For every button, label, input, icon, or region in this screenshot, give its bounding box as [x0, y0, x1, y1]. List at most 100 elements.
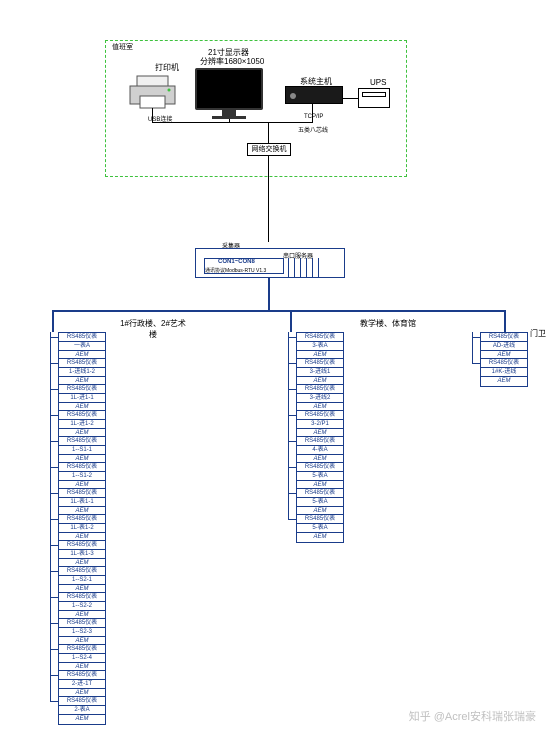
device-box: RS485仪表3-表AAEM	[296, 332, 344, 361]
device-label: 5-表A	[297, 472, 343, 481]
device-header: RS485仪表	[297, 333, 343, 342]
monitor-icon	[195, 68, 263, 110]
wire-h1	[152, 122, 312, 123]
device-connector	[50, 441, 58, 442]
device-header: RS485仪表	[59, 593, 105, 602]
device-header: RS485仪表	[59, 671, 105, 680]
bus-h	[52, 310, 506, 312]
device-box: RS485仪表1--S2-3AEM	[58, 618, 106, 647]
device-label: 1L-进1-2	[59, 420, 105, 429]
ups-label: UPS	[370, 78, 386, 87]
device-header: RS485仪表	[59, 385, 105, 394]
device-label: 3-2/P1	[297, 420, 343, 429]
device-connector	[50, 623, 58, 624]
device-box: RS485仪表1--S2-4AEM	[58, 644, 106, 673]
device-connector	[50, 493, 58, 494]
column-bus	[472, 332, 473, 364]
device-header: RS485仪表	[59, 489, 105, 498]
room-label: 值班室	[112, 42, 133, 52]
wire-to-switch	[268, 123, 269, 143]
stub	[300, 258, 301, 278]
watermark: 知乎 @Acrel安科瑞张瑞豪	[409, 708, 536, 724]
device-box: RS485仪表3-2/P1AEM	[296, 410, 344, 439]
device-box: RS485仪表1-进线1-2AEM	[58, 358, 106, 387]
device-box: RS485仪表2-进-1TAEM	[58, 670, 106, 699]
device-model: AEM	[481, 377, 527, 386]
device-box: RS485仪表1#K-进线AEM	[480, 358, 528, 387]
column-bus	[288, 332, 289, 520]
device-box: RS485仪表4-表AAEM	[296, 436, 344, 465]
device-box: RS485仪表1--S1-1AEM	[58, 436, 106, 465]
device-label: 1L-进1-1	[59, 394, 105, 403]
device-label: 1-进线1-2	[59, 368, 105, 377]
device-connector	[50, 389, 58, 390]
monitor-res: 分辨率1680×1050	[200, 56, 264, 67]
device-label: 1#K-进线	[481, 368, 527, 377]
device-box: RS485仪表3-进线2AEM	[296, 384, 344, 413]
device-model: AEM	[59, 715, 105, 724]
device-label: 1--S1-1	[59, 446, 105, 455]
wire-switch-down	[268, 156, 269, 242]
device-box: RS485仪表1L-进1-2AEM	[58, 410, 106, 439]
device-box: RS485仪表2-表AAEM	[58, 696, 106, 725]
drop3	[504, 310, 506, 332]
device-header: RS485仪表	[59, 463, 105, 472]
device-box: RS485仪表1L-表1-2AEM	[58, 514, 106, 543]
device-header: RS485仪表	[59, 541, 105, 550]
device-connector	[50, 337, 58, 338]
device-header: RS485仪表	[59, 567, 105, 576]
device-label: 3-表A	[297, 342, 343, 351]
ups-icon	[358, 88, 390, 108]
cat5-label: 五类八芯线	[298, 125, 328, 134]
device-box: RS485仪表1L-表1-1AEM	[58, 488, 106, 517]
device-header: RS485仪表	[297, 463, 343, 472]
device-connector	[288, 493, 296, 494]
device-header: RS485仪表	[59, 697, 105, 706]
col3-title: 门卫	[530, 328, 546, 339]
drop1	[52, 310, 54, 332]
stub	[318, 258, 319, 278]
device-connector	[50, 571, 58, 572]
device-connector	[288, 389, 296, 390]
stub	[294, 258, 295, 278]
device-label: 2-进-1T	[59, 680, 105, 689]
device-box: RS485仪表1--S2-2AEM	[58, 592, 106, 621]
device-label: 一表A	[59, 342, 105, 351]
wire-ups	[343, 98, 358, 99]
device-header: RS485仪表	[297, 437, 343, 446]
device-box: RS485仪表1--S2-1AEM	[58, 566, 106, 595]
device-connector	[50, 415, 58, 416]
device-label: 5-表A	[297, 524, 343, 533]
device-header: RS485仪表	[59, 333, 105, 342]
device-connector	[472, 337, 480, 338]
device-box: RS485仪表5-表AAEM	[296, 462, 344, 491]
device-connector	[50, 545, 58, 546]
device-header: RS485仪表	[481, 359, 527, 368]
device-label: 3-进线1	[297, 368, 343, 377]
col1-title: 1#行政楼、2#艺术楼	[118, 318, 188, 340]
device-model: AEM	[297, 533, 343, 542]
device-label: AD-进线	[481, 342, 527, 351]
device-connector	[288, 337, 296, 338]
device-label: 1L-表1-3	[59, 550, 105, 559]
device-connector	[50, 363, 58, 364]
device-header: RS485仪表	[297, 385, 343, 394]
device-label: 1--S2-3	[59, 628, 105, 637]
tcpip-label: TCP/IP	[304, 114, 323, 120]
device-box: RS485仪表一表AAEM	[58, 332, 106, 361]
device-box: RS485仪表1L-进1-1AEM	[58, 384, 106, 413]
device-connector	[288, 467, 296, 468]
device-label: 1--S2-2	[59, 602, 105, 611]
device-box: RS485仪表3-进线1AEM	[296, 358, 344, 387]
device-connector	[50, 467, 58, 468]
col2-title: 教学楼、体育馆	[358, 318, 418, 329]
device-label: 1--S1-2	[59, 472, 105, 481]
stub	[288, 258, 289, 278]
device-connector	[50, 675, 58, 676]
stub	[306, 258, 307, 278]
device-header: RS485仪表	[59, 515, 105, 524]
device-label: 1--S2-1	[59, 576, 105, 585]
device-connector	[288, 363, 296, 364]
wire-printer-host	[152, 108, 153, 122]
com-label: CON1~CON8	[218, 259, 255, 265]
